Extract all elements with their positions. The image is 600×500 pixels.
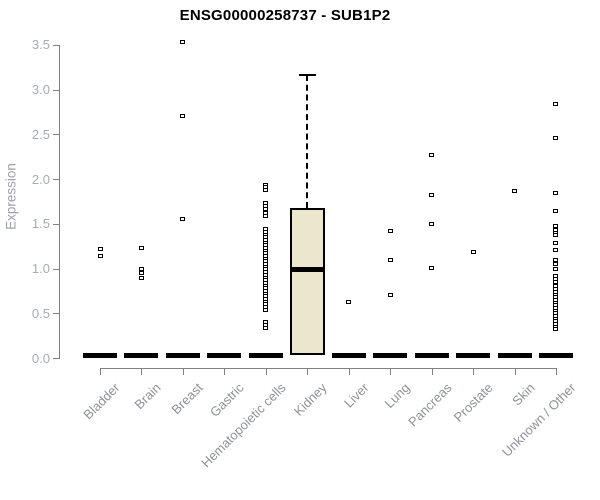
data-point — [138, 266, 144, 271]
data-point — [553, 262, 559, 267]
collapsed-boxplot-bar — [124, 352, 159, 358]
x-tick — [473, 369, 475, 375]
data-point — [553, 223, 559, 228]
data-point — [138, 271, 144, 276]
data-point — [263, 213, 269, 218]
chart-title: ENSG00000258737 - SUB1P2 — [179, 7, 391, 24]
y-tick-label: 3.5 — [31, 37, 50, 53]
data-point — [180, 217, 186, 222]
data-point — [553, 102, 559, 107]
collapsed-boxplot-bar — [248, 352, 283, 358]
data-point — [429, 152, 435, 157]
x-tick — [555, 369, 557, 375]
collapsed-boxplot-bar — [207, 352, 242, 358]
data-point — [553, 266, 559, 271]
data-point — [180, 40, 186, 45]
data-point — [553, 247, 559, 252]
data-point — [387, 229, 393, 233]
x-tick — [224, 369, 226, 375]
x-tick — [390, 369, 392, 375]
data-point — [429, 265, 435, 270]
y-tick — [53, 44, 59, 46]
data-point — [553, 190, 559, 195]
collapsed-boxplot-bar — [456, 352, 491, 358]
y-axis-line — [59, 44, 60, 359]
x-tick — [182, 369, 184, 375]
boxplot-box — [289, 207, 325, 356]
y-tick — [53, 223, 59, 225]
data-point — [263, 187, 269, 192]
data-point — [553, 273, 559, 278]
y-tick — [53, 268, 59, 270]
collapsed-boxplot-bar — [83, 352, 117, 358]
y-tick-label: 2.5 — [31, 126, 50, 142]
y-tick-label: 1.5 — [31, 216, 50, 232]
y-tick-label: 0.0 — [31, 350, 50, 366]
x-tick — [514, 369, 516, 375]
collapsed-boxplot-bar — [497, 352, 532, 358]
data-point — [553, 136, 559, 140]
collapsed-boxplot-bar — [538, 352, 573, 358]
x-tick — [100, 369, 101, 375]
y-tick — [53, 89, 59, 91]
whisker-cap — [298, 74, 316, 77]
collapsed-boxplot-bar — [414, 352, 449, 358]
x-axis-line — [100, 368, 557, 369]
data-point — [512, 188, 517, 193]
data-point — [470, 249, 476, 254]
data-point — [138, 246, 144, 250]
upper-whisker — [306, 75, 309, 208]
collapsed-boxplot-bar — [165, 352, 200, 358]
data-point — [263, 325, 269, 330]
collapsed-boxplot-bar — [331, 352, 366, 358]
y-axis-label: Expression — [3, 163, 19, 230]
data-point — [553, 233, 559, 238]
data-point — [553, 327, 559, 332]
y-tick — [53, 179, 59, 181]
y-tick-label: 2.0 — [31, 171, 50, 187]
data-point — [429, 221, 435, 226]
x-tick — [265, 369, 267, 375]
y-tick — [53, 313, 59, 315]
data-point — [138, 275, 144, 280]
data-point — [553, 279, 559, 284]
data-point — [180, 113, 186, 118]
data-point — [97, 246, 103, 251]
y-tick — [53, 358, 59, 359]
y-tick — [53, 134, 59, 136]
data-point — [387, 257, 393, 262]
x-tick — [307, 369, 309, 375]
data-point — [263, 307, 269, 312]
data-point — [553, 240, 559, 245]
median-line — [291, 266, 323, 272]
y-tick-label: 1.0 — [31, 261, 50, 277]
x-tick — [141, 369, 143, 375]
data-point — [97, 254, 103, 259]
x-tick — [348, 369, 350, 375]
data-point — [553, 257, 559, 262]
data-point — [346, 299, 352, 304]
data-point — [429, 193, 435, 198]
collapsed-boxplot-bar — [373, 352, 408, 358]
data-point — [553, 209, 559, 214]
data-point — [263, 206, 269, 211]
y-tick-label: 3.0 — [31, 82, 50, 98]
data-point — [387, 292, 393, 297]
x-tick — [431, 369, 433, 375]
y-tick-label: 0.5 — [31, 305, 50, 321]
